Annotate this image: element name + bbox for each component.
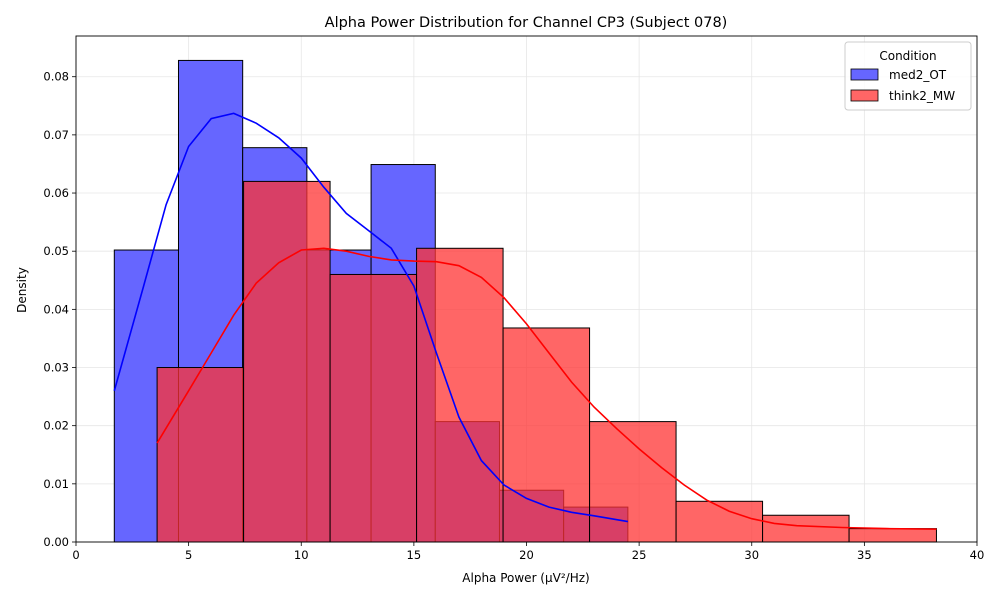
bar-think2-mw	[329, 273, 418, 543]
legend-swatch-think2-mw	[850, 89, 879, 102]
y-tick-label: 0.02	[43, 419, 69, 433]
bar-think2-mw	[675, 500, 764, 543]
bar-think2-mw	[848, 528, 937, 543]
bar-think2-mw	[416, 247, 504, 543]
y-tick-label: 0.04	[43, 302, 69, 316]
bar-think2-mw	[589, 421, 677, 543]
bar-think2-mw	[243, 180, 331, 543]
bar-think2-mw	[502, 327, 591, 543]
legend-label-think2-mw: think2_MW	[889, 89, 955, 103]
legend: Condition med2_OT think2_MW	[844, 41, 972, 111]
x-tick-label: 25	[632, 548, 647, 562]
kde-line-med2-ot	[113, 112, 629, 523]
x-tick-label: 20	[519, 548, 534, 562]
x-tick-label: 0	[72, 548, 79, 562]
x-tick-label: 15	[407, 548, 422, 562]
y-tick-label: 0.07	[43, 128, 69, 142]
kde-line-think2-mw	[156, 247, 937, 530]
y-tick-label: 0.08	[43, 70, 69, 84]
x-tick-label: 10	[294, 548, 309, 562]
histogram-bars	[113, 59, 937, 543]
bar-think2-mw	[762, 514, 850, 543]
x-tick-label: 35	[857, 548, 872, 562]
y-tick-label: 0.00	[43, 535, 69, 549]
y-axis-label: Density	[15, 267, 29, 313]
legend-swatch-med2-ot	[850, 68, 879, 81]
kde-curves	[113, 112, 937, 530]
chart-title: Alpha Power Distribution for Channel CP3…	[325, 15, 728, 31]
legend-label-med2-ot: med2_OT	[889, 68, 947, 82]
legend-title: Condition	[879, 49, 936, 63]
x-axis-label: Alpha Power (µV²/Hz)	[462, 571, 589, 585]
bar-think2-mw	[156, 367, 245, 543]
x-tick-label: 30	[744, 548, 759, 562]
y-tick-label: 0.06	[43, 186, 69, 200]
y-tick-label: 0.01	[43, 477, 69, 491]
x-axis-ticks: 0 5 10 15 20 25 30 35 40	[72, 542, 984, 562]
y-tick-label: 0.05	[43, 244, 69, 258]
y-tick-label: 0.03	[43, 361, 69, 375]
x-tick-label: 5	[185, 548, 192, 562]
x-tick-label: 40	[970, 548, 985, 562]
y-axis-ticks: 0.00 0.01 0.02 0.03 0.04 0.05 0.06 0.07 0.08	[43, 70, 76, 549]
